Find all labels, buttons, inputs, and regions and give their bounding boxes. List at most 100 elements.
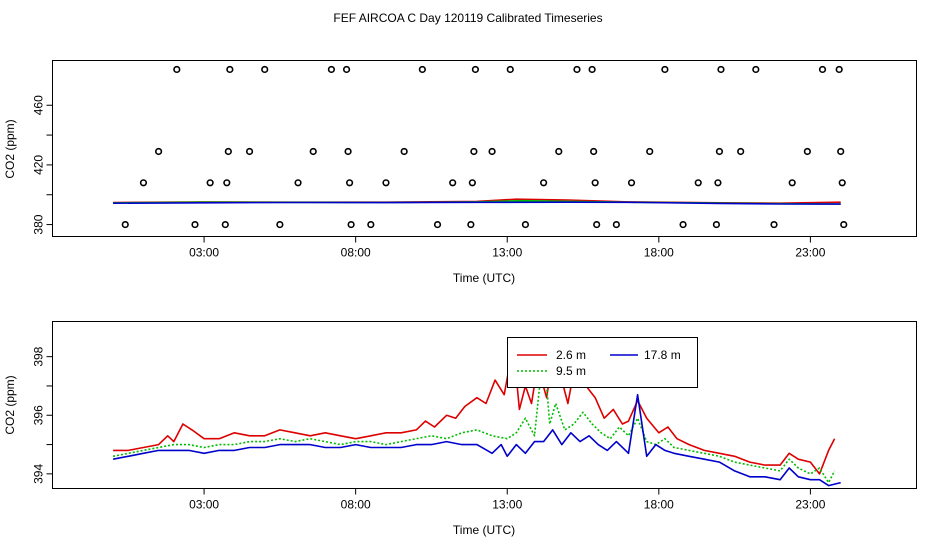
- outlier-point: [661, 65, 669, 74]
- outlier-point: [627, 179, 636, 187]
- outlier-point: [737, 147, 745, 156]
- outlier-point: [714, 179, 722, 187]
- top-x-tick-label: 23:00: [795, 246, 825, 260]
- top-x-axis: 03:00 08:00 13:00 18:00 23:00: [189, 236, 826, 260]
- top-x-tick-label: 08:00: [341, 246, 371, 260]
- top-x-tick-label: 18:00: [644, 246, 674, 260]
- bottom-x-tick-label: 13:00: [492, 498, 522, 512]
- outlier-point: [752, 65, 760, 74]
- bottom-x-tick-label: 18:00: [644, 498, 674, 512]
- top-outlier-points: [121, 65, 848, 229]
- outlier-point: [840, 220, 848, 229]
- bottom-x-axis: 03:00 08:00 13:00 18:00 23:00: [189, 488, 826, 512]
- chart-title: FEF AIRCOA C Day 120119 Calibrated Times…: [333, 11, 602, 25]
- outlier-point: [309, 147, 317, 156]
- outlier-point: [715, 147, 724, 156]
- top-x-tick-label: 03:00: [189, 246, 219, 260]
- outlier-point: [593, 220, 601, 229]
- outlier-point: [367, 220, 375, 229]
- bottom-series-17-8-mline: [112, 393, 841, 487]
- top-y-axis-label: CO2 (ppm): [3, 119, 17, 178]
- bottom-x-tick-label: 23:00: [795, 498, 825, 512]
- outlier-point: [155, 147, 163, 156]
- outlier-point: [223, 179, 231, 187]
- top-series-lines: [113, 198, 841, 205]
- outlier-point: [342, 65, 351, 74]
- legend-entry-17-8m: 17.8 m: [610, 348, 681, 362]
- legend-box: [507, 337, 698, 388]
- outlier-point: [327, 65, 336, 74]
- outlier-point: [467, 220, 475, 229]
- bottom-y-axis: 394 396 398: [32, 346, 53, 484]
- outlier-point: [712, 220, 721, 229]
- outlier-point: [468, 179, 476, 187]
- outlier-point: [803, 147, 811, 156]
- bottom-series-2-6-mline: [113, 344, 836, 475]
- bottom-x-axis-label: Time (UTC): [453, 523, 515, 537]
- outlier-point: [770, 220, 778, 229]
- legend-entry-2-6m: 2.6 m: [517, 348, 586, 362]
- outlier-point: [591, 179, 599, 187]
- outlier-point: [121, 220, 129, 229]
- outlier-point: [521, 220, 530, 229]
- outlier-point: [588, 65, 596, 74]
- outlier-point: [717, 65, 725, 74]
- outlier-point: [276, 220, 284, 229]
- outlier-point: [221, 220, 229, 229]
- top-panel: 03:00 08:00 13:00 18:00 23:00 380 420 460 Time…: [3, 60, 917, 285]
- outlier-point: [191, 220, 199, 229]
- outlier-point: [555, 147, 563, 156]
- top-plot-frame: [52, 60, 917, 237]
- outlier-point: [573, 65, 581, 74]
- outlier-point: [837, 147, 845, 156]
- outlier-point: [540, 179, 548, 187]
- bottom-plot-frame: [52, 321, 917, 489]
- outlier-point: [347, 220, 355, 229]
- outlier-point: [245, 147, 254, 156]
- bottom-x-tick-label: 03:00: [189, 498, 219, 512]
- outlier-point: [433, 220, 442, 229]
- top-y-axis: 380 420 460: [32, 95, 53, 235]
- outlier-point: [838, 179, 846, 187]
- outlier-point: [173, 65, 181, 74]
- top-y-tick-label: 420: [32, 155, 46, 175]
- legend-label-2-6m: 2.6 m: [556, 348, 586, 362]
- bottom-series-lines: [112, 344, 841, 487]
- legend-label-17-8m: 17.8 m: [644, 348, 681, 362]
- bottom-series-9-5-mline: [112, 347, 836, 484]
- legend-entry-9-5m: 9.5 m: [517, 364, 586, 378]
- outlier-point: [400, 147, 408, 156]
- outlier-point: [382, 179, 390, 187]
- outlier-point: [226, 65, 234, 74]
- outlier-point: [612, 220, 620, 229]
- top-y-tick-label: 380: [32, 214, 46, 234]
- outlier-point: [139, 179, 148, 187]
- outlier-point: [679, 220, 687, 229]
- outlier-point: [345, 179, 354, 187]
- outlier-point: [835, 65, 843, 74]
- legend-label-9-5m: 9.5 m: [556, 364, 586, 378]
- outlier-point: [471, 65, 480, 74]
- outlier-point: [470, 147, 478, 156]
- outlier-point: [818, 65, 827, 74]
- outlier-point: [224, 147, 232, 156]
- outlier-point: [694, 179, 702, 187]
- top-x-axis-label: Time (UTC): [453, 271, 515, 285]
- outlier-point: [449, 179, 457, 187]
- outlier-point: [506, 65, 514, 74]
- bottom-y-axis-label: CO2 (ppm): [3, 375, 17, 434]
- outlier-point: [590, 147, 598, 156]
- outlier-point: [261, 65, 269, 74]
- bottom-y-tick-label: 398: [32, 346, 46, 366]
- bottom-y-tick-label: 396: [32, 405, 46, 425]
- outlier-point: [788, 179, 796, 187]
- bottom-y-tick-label: 394: [32, 464, 46, 484]
- bottom-panel: 03:00 08:00 13:00 18:00 23:00 394 396 398 Time…: [3, 321, 917, 537]
- top-x-tick-label: 13:00: [492, 246, 522, 260]
- outlier-point: [294, 179, 302, 187]
- outlier-point: [488, 147, 496, 156]
- top-y-tick-label: 460: [32, 95, 46, 115]
- outlier-point: [646, 147, 654, 156]
- outlier-point: [418, 65, 426, 74]
